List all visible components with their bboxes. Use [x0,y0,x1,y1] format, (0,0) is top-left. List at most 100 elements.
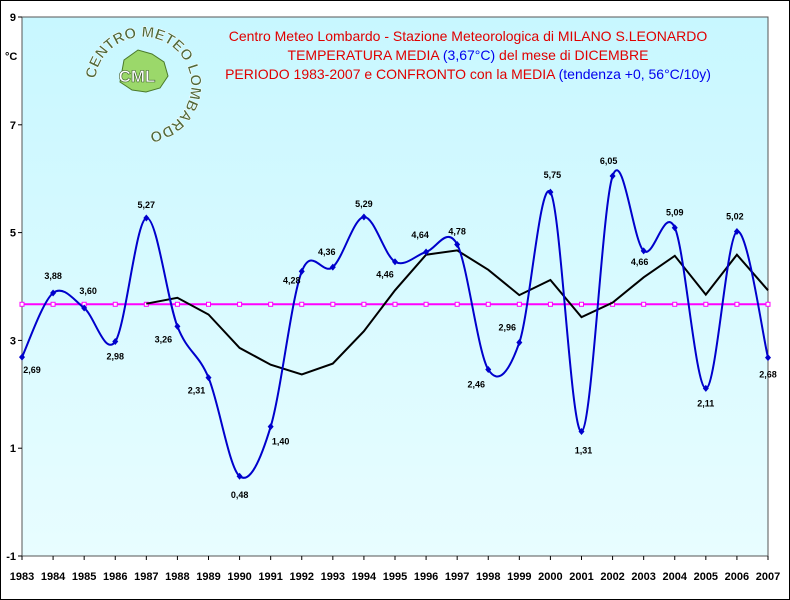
x-tick-label: 1996 [414,571,438,583]
chart-title: Centro Meteo Lombardo - Stazione Meteoro… [225,28,711,82]
mean-point [516,301,522,307]
x-tick-label: 2003 [631,571,655,583]
monthly-point [392,258,398,266]
x-tick-label: 1994 [352,571,377,583]
mean-point [579,301,584,307]
y-tick-label: 3 [10,335,16,347]
x-tick-label: 2002 [600,571,624,583]
data-label: 5,27 [138,200,156,210]
title-line: PERIODO 1983-2007 e CONFRONTO con la MED… [225,66,711,82]
monthly-point [578,427,585,435]
x-tick-label: 2001 [569,571,593,583]
data-label: 3,60 [79,286,97,296]
data-label: 4,78 [448,227,466,237]
data-label: 2,68 [759,370,777,380]
series-group [19,169,771,480]
data-label: 2,11 [697,398,714,408]
x-tick-label: 1987 [134,571,158,583]
x-tick-label: 1995 [383,571,407,583]
mean-point [50,301,56,307]
monthly-point [143,214,150,222]
monthly-point [454,240,461,248]
x-tick-label: 1983 [10,571,34,583]
monthly-temperature-line [21,169,769,479]
mean-point [423,301,429,307]
monthly-point [236,472,243,480]
mean-point [485,301,491,307]
x-tick-label: 1988 [165,571,189,583]
monthly-point [547,188,554,196]
mean-point [299,301,305,307]
title-segment: del mese di DICEMBRE [495,47,648,63]
mean-point [672,301,678,307]
x-tick-label: 1985 [72,571,96,583]
monthly-point [702,384,709,392]
monthly-point [360,213,367,221]
y-tick-label: 9 [10,12,16,24]
title-segment: TEMPERATURA MEDIA [288,47,443,63]
data-label: 2,46 [468,380,486,390]
mean-point [174,301,180,307]
y-tick-label: 5 [10,228,16,240]
title-segment: (tendenza +0, 56°C/10y) [559,66,711,82]
monthly-point [298,267,305,275]
monthly-point [267,423,274,431]
mean-point [641,301,647,307]
x-tick-label: 1990 [227,571,251,583]
x-tick-label: 1992 [290,571,314,583]
mean-point [112,301,118,307]
mean-point [361,301,367,307]
data-labels: 2,69 3,88 3,60 2,98 5,27 3,26 2,31 0,48 1,40 4,28… [23,156,777,500]
data-label: 2,31 [188,386,206,396]
y-tick-label: -1 [6,551,16,563]
data-label: 3,26 [155,334,173,344]
data-label: 2,69 [23,365,41,375]
x-tick-label: 1999 [507,571,531,583]
monthly-point [671,224,678,232]
mean-point [454,301,460,307]
data-label: 5,02 [726,212,744,222]
mean-point [268,301,274,307]
data-label: 4,36 [318,247,336,257]
title-segment: Centro Meteo Lombardo - Stazione Meteoro… [229,28,708,44]
x-tick-label: 2006 [725,571,749,583]
data-label: 4,64 [411,230,429,240]
data-label: 5,75 [544,170,562,180]
x-tick-label: 1998 [476,571,500,583]
logo-map-shape [119,49,169,93]
monthly-point [205,374,212,382]
monthly-point [516,339,523,347]
x-tick-label: 2005 [694,571,718,583]
axes: -1 1 3 5 7 9 °C 1983 1984 1985 1986 1987 1988 1989 199… [5,12,780,583]
monthly-point [19,353,25,361]
monthly-point [50,289,57,297]
x-tick-label: 1989 [196,571,220,583]
mean-point [237,301,243,307]
data-label: 2,98 [107,352,125,362]
mean-point [392,301,398,307]
monthly-point [174,322,181,330]
monthly-point [609,172,616,180]
data-label: 6,05 [600,156,618,166]
monthly-point [423,248,430,256]
data-label: 1,31 [575,446,593,456]
data-label: 0,48 [231,490,249,500]
mean-point [330,301,336,307]
monthly-point [81,304,88,312]
x-tick-label: 1997 [445,571,469,583]
mean-point [765,301,771,307]
y-axis-label: °C [5,51,17,63]
x-tick-label: 1986 [103,571,127,583]
x-tick-label: 1993 [321,571,345,583]
monthly-point [765,354,771,362]
data-label: 5,29 [355,199,373,209]
y-tick-label: 1 [10,443,16,455]
x-tick-label: 2004 [663,571,688,583]
mean-point [734,301,740,307]
title-line: TEMPERATURA MEDIA (3,67°C) del mese di D… [288,47,649,63]
x-tick-label: 2000 [538,571,562,583]
monthly-point [485,366,492,374]
title-line: Centro Meteo Lombardo - Stazione Meteoro… [229,28,708,44]
x-tick-label: 1991 [258,571,282,583]
